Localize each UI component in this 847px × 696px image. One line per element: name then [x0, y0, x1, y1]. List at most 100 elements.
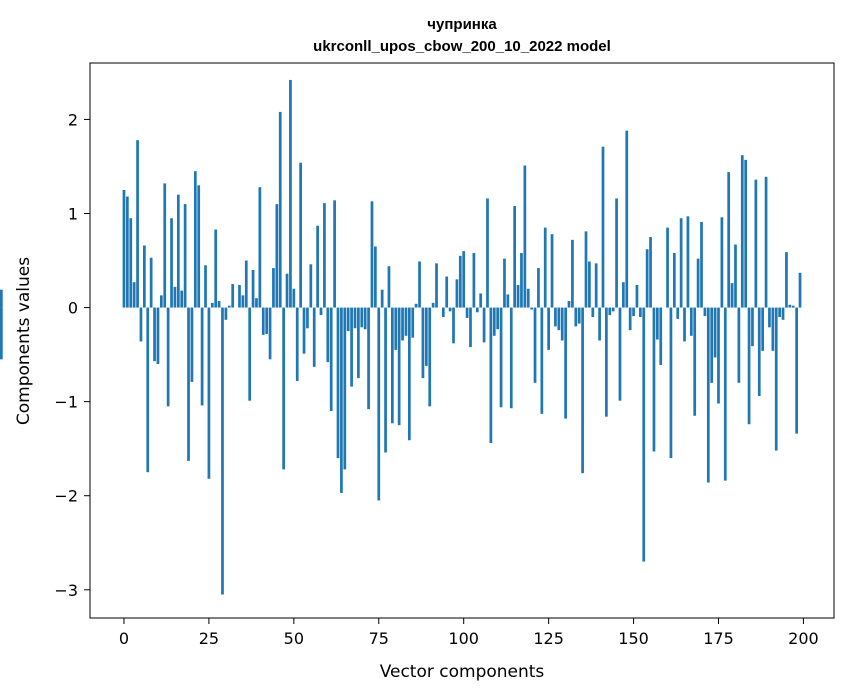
bar-107 [486, 198, 489, 308]
bar-142 [605, 307, 608, 417]
bar-189 [764, 176, 768, 308]
bar-94 [441, 307, 445, 317]
bar-166 [686, 216, 690, 308]
bar-156 [652, 307, 656, 452]
bar-15 [173, 286, 177, 308]
bar-106 [482, 307, 486, 343]
bar-127 [554, 307, 557, 327]
bar-162 [672, 253, 676, 308]
bar-96 [448, 307, 452, 312]
bar-186 [754, 179, 758, 308]
bar-103 [472, 253, 476, 308]
bar-124 [543, 227, 547, 308]
bar-134 [577, 307, 581, 324]
bar-173 [710, 307, 714, 383]
bar-50 [292, 288, 296, 308]
x-axis-label: Vector components [380, 662, 545, 682]
y-tick-label: 1 [68, 205, 78, 224]
bar-20 [190, 307, 194, 382]
bar-181 [737, 307, 741, 383]
bar-150 [632, 307, 635, 317]
y-tick-label: −2 [54, 487, 78, 506]
bar-191 [771, 307, 775, 351]
bar-129 [560, 307, 564, 341]
bar-121 [533, 307, 537, 383]
bar-169 [696, 258, 700, 308]
bar-178 [727, 172, 731, 308]
bar-135 [581, 307, 584, 474]
bar-99 [458, 255, 462, 308]
bar-89 [424, 307, 428, 366]
bar-148 [625, 130, 629, 308]
bar-57 [316, 225, 319, 308]
bar-3 [132, 282, 136, 308]
bar-192 [774, 307, 778, 451]
bar-83 [404, 307, 408, 336]
bar-138 [591, 307, 595, 317]
y-tick-label: 0 [68, 299, 78, 318]
bar-145 [615, 198, 618, 308]
x-tick-label: 75 [369, 629, 389, 648]
bar-184 [747, 307, 751, 425]
bar-90 [428, 307, 432, 407]
bar-139 [594, 263, 598, 308]
y-tick-label: −3 [54, 581, 78, 600]
bar-56 [312, 307, 316, 367]
bar-113 [506, 294, 510, 308]
bar-101 [465, 307, 469, 318]
bar-104 [475, 307, 479, 313]
bar-79 [391, 307, 394, 424]
bar-27 [214, 229, 218, 308]
bar-5 [139, 307, 143, 342]
bar-30 [224, 307, 228, 320]
bar-175 [717, 307, 720, 404]
bar-73 [370, 201, 374, 308]
bar-194 [781, 307, 785, 320]
bar-14 [170, 218, 173, 308]
bar-0 [122, 189, 126, 308]
bar-48 [285, 273, 289, 308]
bar-29 [221, 307, 224, 595]
bar-109 [492, 307, 496, 336]
bar-63 [336, 307, 340, 459]
bar-52 [299, 162, 302, 308]
bar-66 [346, 307, 350, 332]
bar-118 [523, 165, 527, 308]
bar-39 [255, 298, 258, 308]
bar-6 [143, 245, 146, 308]
bar-140 [598, 307, 601, 341]
bar-51 [295, 307, 299, 381]
bar-187 [757, 307, 761, 396]
y-axis-label: Components values [14, 257, 34, 425]
bar-171 [703, 307, 707, 317]
bar-65 [343, 307, 347, 470]
bar-95 [445, 276, 449, 308]
x-tick-label: 100 [448, 629, 479, 648]
bar-132 [571, 239, 574, 308]
bar-68 [353, 307, 357, 329]
bar-35 [241, 295, 245, 308]
y-tick-label: 2 [68, 110, 78, 129]
bar-155 [649, 237, 652, 308]
bar-43 [268, 307, 272, 360]
bar-100 [462, 251, 466, 308]
x-axis-ticks: 0 25 50 75 100 125 150 175 200 [119, 618, 819, 648]
bar-84 [407, 307, 411, 441]
bar-54 [306, 307, 309, 329]
bar-70 [360, 307, 364, 328]
bar-183 [744, 159, 748, 308]
bar-165 [683, 307, 686, 342]
bar-1 [126, 196, 129, 308]
bar-74 [374, 246, 377, 308]
x-tick-label: 200 [788, 629, 819, 648]
bar-25 [207, 307, 211, 479]
bar-82 [401, 307, 404, 341]
bar-154 [645, 249, 649, 308]
bar-141 [601, 146, 605, 308]
bar-167 [689, 307, 693, 336]
bar-58 [319, 307, 323, 316]
bar-152 [639, 307, 642, 317]
bar-196 [788, 304, 792, 308]
plot-frame [89, 62, 835, 619]
bar-36 [244, 260, 248, 308]
